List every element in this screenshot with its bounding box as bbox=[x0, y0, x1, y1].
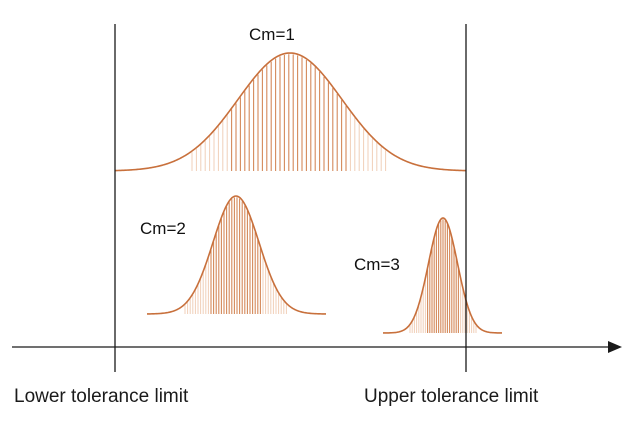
cm2-distribution-curve bbox=[146, 195, 327, 315]
cm3-distribution-curve bbox=[382, 217, 503, 334]
cm1-distribution-fill bbox=[191, 54, 387, 171]
cm2-label: Cm=2 bbox=[140, 219, 186, 238]
upper-tolerance-limit-label: Upper tolerance limit bbox=[364, 386, 539, 407]
cm3-distribution-fill bbox=[409, 219, 477, 333]
axis-arrowhead bbox=[608, 341, 622, 353]
lower-tolerance-limit-label: Lower tolerance limit bbox=[14, 386, 189, 407]
cm1-distribution-curve bbox=[114, 52, 467, 172]
cm2-distribution-fill bbox=[184, 197, 287, 314]
cm1-label: Cm=1 bbox=[249, 25, 295, 44]
cm3-label: Cm=3 bbox=[354, 255, 400, 274]
